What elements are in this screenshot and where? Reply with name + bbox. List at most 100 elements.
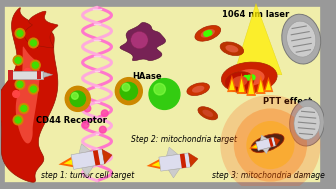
Polygon shape bbox=[58, 157, 73, 167]
Circle shape bbox=[15, 117, 21, 123]
Circle shape bbox=[205, 31, 210, 36]
Circle shape bbox=[15, 57, 21, 63]
Circle shape bbox=[82, 122, 89, 128]
Circle shape bbox=[34, 73, 41, 80]
Polygon shape bbox=[43, 72, 53, 78]
Circle shape bbox=[31, 60, 40, 70]
Polygon shape bbox=[256, 137, 276, 150]
Text: HAase: HAase bbox=[132, 72, 162, 81]
Polygon shape bbox=[256, 75, 265, 94]
Polygon shape bbox=[37, 71, 41, 79]
Text: Step 2: mitochondria target: Step 2: mitochondria target bbox=[131, 135, 237, 144]
Polygon shape bbox=[152, 161, 160, 167]
Circle shape bbox=[131, 31, 148, 49]
Circle shape bbox=[19, 104, 29, 113]
Polygon shape bbox=[234, 3, 282, 75]
Polygon shape bbox=[188, 153, 198, 167]
Circle shape bbox=[149, 79, 180, 109]
Polygon shape bbox=[264, 77, 273, 92]
Circle shape bbox=[122, 83, 130, 91]
Polygon shape bbox=[237, 73, 246, 94]
Circle shape bbox=[244, 76, 248, 80]
Circle shape bbox=[31, 40, 36, 46]
Polygon shape bbox=[168, 168, 180, 178]
Circle shape bbox=[250, 75, 255, 80]
Circle shape bbox=[15, 80, 25, 89]
Polygon shape bbox=[102, 149, 112, 164]
Polygon shape bbox=[248, 78, 254, 94]
Circle shape bbox=[24, 68, 31, 75]
Circle shape bbox=[99, 126, 106, 133]
Ellipse shape bbox=[192, 86, 204, 93]
Circle shape bbox=[13, 115, 23, 125]
Polygon shape bbox=[180, 153, 186, 168]
Ellipse shape bbox=[287, 21, 316, 57]
Text: step 3: mitochondria damage: step 3: mitochondria damage bbox=[212, 171, 325, 180]
Polygon shape bbox=[239, 78, 244, 92]
Ellipse shape bbox=[234, 69, 264, 86]
Ellipse shape bbox=[201, 29, 215, 38]
Ellipse shape bbox=[202, 110, 213, 117]
Polygon shape bbox=[0, 8, 58, 182]
Circle shape bbox=[115, 78, 142, 105]
Ellipse shape bbox=[221, 62, 277, 93]
Polygon shape bbox=[229, 79, 235, 90]
Ellipse shape bbox=[251, 134, 284, 153]
Polygon shape bbox=[146, 159, 161, 169]
Polygon shape bbox=[246, 72, 256, 96]
Circle shape bbox=[17, 30, 23, 36]
Circle shape bbox=[220, 95, 321, 189]
Circle shape bbox=[204, 32, 209, 36]
Ellipse shape bbox=[220, 42, 244, 56]
Polygon shape bbox=[25, 11, 58, 48]
Polygon shape bbox=[227, 75, 237, 92]
Polygon shape bbox=[265, 81, 271, 90]
Circle shape bbox=[101, 110, 108, 117]
Polygon shape bbox=[268, 138, 274, 147]
Circle shape bbox=[15, 29, 25, 38]
Ellipse shape bbox=[282, 14, 321, 64]
Polygon shape bbox=[8, 70, 13, 80]
Ellipse shape bbox=[187, 83, 209, 95]
Circle shape bbox=[31, 86, 36, 92]
Polygon shape bbox=[274, 137, 280, 146]
Polygon shape bbox=[159, 153, 191, 171]
Polygon shape bbox=[260, 135, 267, 141]
Polygon shape bbox=[258, 80, 264, 92]
Circle shape bbox=[154, 83, 165, 95]
Ellipse shape bbox=[232, 76, 248, 87]
Ellipse shape bbox=[225, 72, 254, 91]
Circle shape bbox=[120, 82, 137, 100]
Text: PTT effect: PTT effect bbox=[263, 97, 312, 106]
Circle shape bbox=[32, 62, 38, 68]
Polygon shape bbox=[252, 145, 257, 148]
Circle shape bbox=[29, 38, 38, 48]
Polygon shape bbox=[167, 147, 178, 156]
Text: step 1: tumor cell target: step 1: tumor cell target bbox=[41, 171, 134, 180]
Polygon shape bbox=[71, 149, 104, 169]
Circle shape bbox=[13, 56, 23, 65]
Ellipse shape bbox=[198, 107, 218, 120]
Circle shape bbox=[29, 84, 38, 94]
Circle shape bbox=[70, 91, 85, 107]
Polygon shape bbox=[79, 144, 91, 153]
Circle shape bbox=[17, 81, 23, 87]
Ellipse shape bbox=[225, 45, 238, 53]
Circle shape bbox=[21, 105, 27, 112]
Circle shape bbox=[72, 93, 78, 99]
Polygon shape bbox=[249, 143, 258, 149]
Circle shape bbox=[234, 108, 307, 182]
Circle shape bbox=[247, 75, 252, 80]
Ellipse shape bbox=[195, 26, 221, 41]
Text: CD44 Receptor: CD44 Receptor bbox=[36, 116, 107, 125]
Polygon shape bbox=[120, 22, 166, 61]
Text: 1064 nm laser: 1064 nm laser bbox=[222, 10, 290, 19]
Polygon shape bbox=[263, 147, 269, 154]
Polygon shape bbox=[93, 150, 100, 166]
Ellipse shape bbox=[258, 138, 277, 148]
Circle shape bbox=[207, 30, 212, 35]
Circle shape bbox=[246, 121, 295, 169]
Polygon shape bbox=[16, 46, 40, 143]
Ellipse shape bbox=[290, 100, 325, 146]
Polygon shape bbox=[8, 71, 43, 79]
